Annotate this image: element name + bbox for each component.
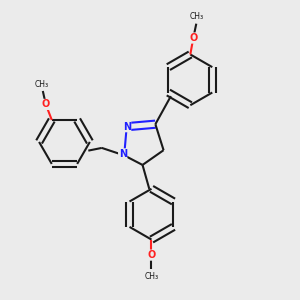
Text: O: O [147, 250, 156, 260]
Text: CH₃: CH₃ [144, 272, 159, 281]
Text: CH₃: CH₃ [189, 12, 203, 21]
Text: O: O [42, 99, 50, 110]
Text: O: O [189, 33, 197, 43]
Text: CH₃: CH₃ [34, 80, 48, 89]
Text: N: N [123, 122, 131, 132]
Text: N: N [118, 149, 127, 159]
